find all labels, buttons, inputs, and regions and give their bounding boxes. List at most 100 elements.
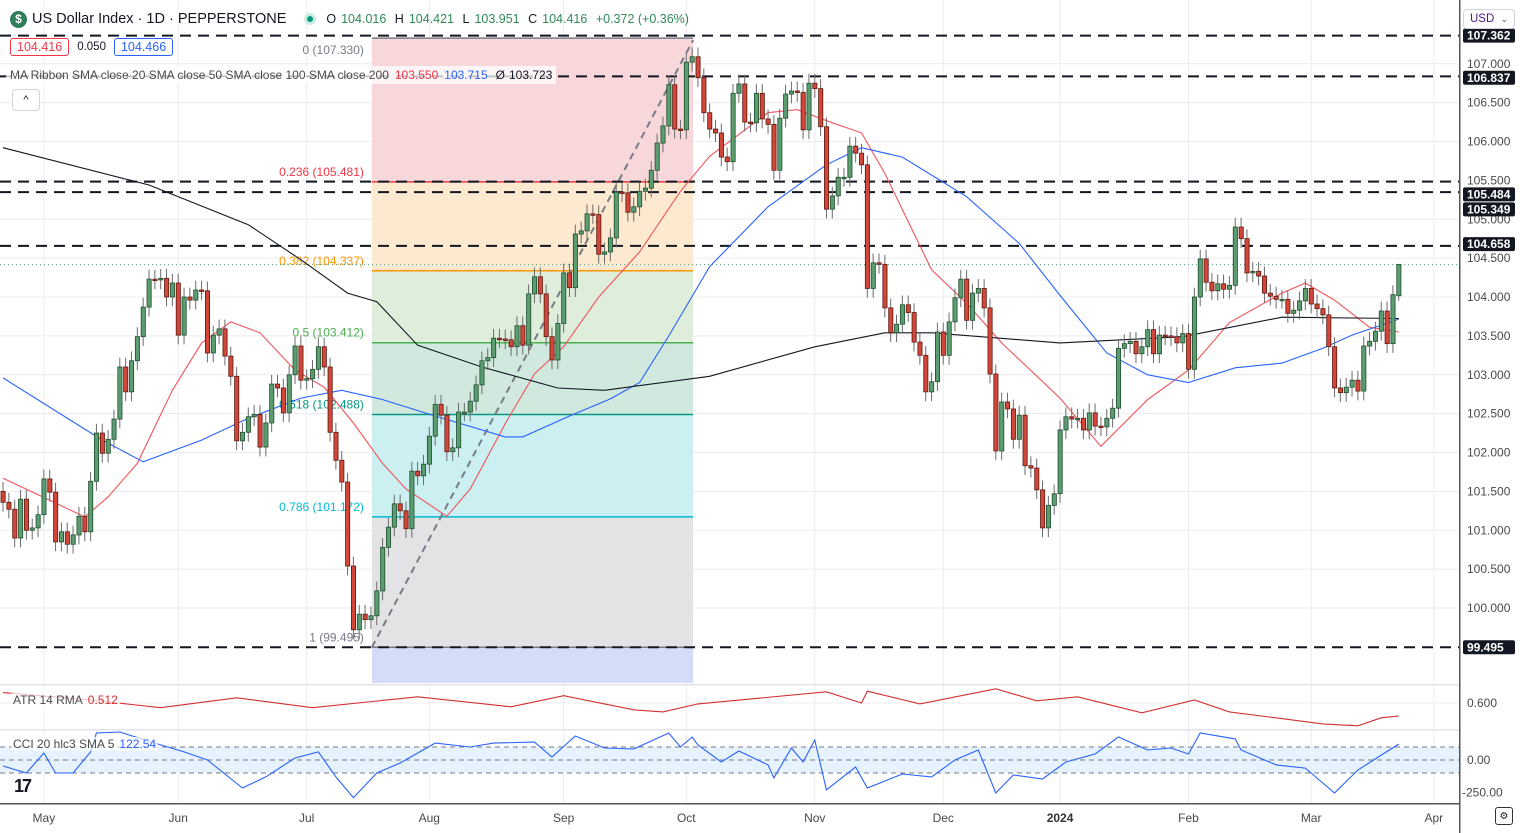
candle-body <box>771 123 777 171</box>
candle-body <box>672 84 678 130</box>
candle <box>1191 287 1197 379</box>
candle-body <box>1396 263 1402 297</box>
candle <box>280 378 286 423</box>
candle <box>496 328 502 349</box>
candle-body <box>876 262 882 265</box>
candle <box>643 178 649 201</box>
candle <box>1227 276 1233 299</box>
tradingview-logo[interactable]: 17 <box>14 776 32 796</box>
candle-body <box>1040 489 1046 529</box>
candle-body <box>88 480 94 533</box>
candle <box>53 482 59 552</box>
candle-body <box>1186 333 1192 370</box>
candle <box>514 316 520 357</box>
candle <box>491 328 497 367</box>
buy-button[interactable]: 104.466 <box>113 37 174 56</box>
candle <box>64 522 70 554</box>
candle-body <box>946 321 952 356</box>
candle <box>794 81 800 102</box>
candle-body <box>549 336 555 361</box>
candle <box>532 267 538 304</box>
ma-ribbon-legend[interactable]: MA Ribbon SMA close 20 SMA close 50 SMA … <box>6 66 557 84</box>
candle-body <box>859 152 865 166</box>
candle <box>1075 408 1081 429</box>
candle <box>1180 324 1186 353</box>
candle <box>310 359 316 388</box>
candle <box>386 517 392 557</box>
symbol-title[interactable]: US Dollar Index · 1D · PEPPERSTONE <box>32 11 287 27</box>
candle-body <box>1320 308 1326 316</box>
candle <box>625 183 631 222</box>
candle <box>695 47 701 88</box>
candle-body <box>380 546 386 592</box>
candle <box>1168 326 1174 346</box>
candle-body <box>496 337 502 341</box>
candle-body <box>0 490 6 503</box>
candle <box>970 283 976 330</box>
candle <box>964 269 970 330</box>
settings-icon[interactable]: ⚙ <box>1495 807 1513 825</box>
candle <box>1262 266 1268 303</box>
candle <box>975 279 981 303</box>
candle-body <box>222 328 228 357</box>
candle <box>269 374 275 433</box>
candle-body <box>1110 407 1116 419</box>
candle-body <box>461 411 467 414</box>
candle <box>672 75 678 139</box>
candle-body <box>1373 330 1379 342</box>
candle-body <box>41 478 47 516</box>
collapse-legend-button[interactable]: ^ <box>12 89 40 111</box>
fib-level-label: 0.382 (104.337) <box>279 254 364 268</box>
dollar-symbol-logo: $ <box>10 10 27 28</box>
candle <box>1116 338 1122 418</box>
cci-tick-label: -250.00 <box>1462 786 1503 800</box>
candle-body <box>35 514 41 529</box>
candle-body <box>952 297 958 323</box>
candle-body <box>742 83 748 123</box>
atr-legend[interactable]: ATR 14 RMA 0.512 <box>11 693 120 707</box>
currency-select[interactable]: USD ⌄ <box>1463 9 1515 29</box>
candle-body <box>105 438 111 454</box>
sell-button[interactable]: 104.416 <box>10 37 70 56</box>
candle-body <box>158 277 164 281</box>
candle-body <box>818 88 824 128</box>
candle-body <box>99 432 105 454</box>
price-tick-label: 106.000 <box>1467 135 1511 149</box>
candle-body <box>940 331 946 356</box>
candle-body <box>1273 295 1279 300</box>
candle-body <box>1390 294 1396 345</box>
candle-body <box>713 128 719 134</box>
candle-body <box>683 61 689 131</box>
candle-body <box>1139 346 1145 355</box>
fib-zone <box>371 414 694 517</box>
candle <box>631 197 637 222</box>
candle <box>350 556 356 640</box>
chart-header: $ US Dollar Index · 1D · PEPPERSTONE O 10… <box>10 8 689 30</box>
candle <box>555 314 561 370</box>
candle-body <box>654 142 660 171</box>
candle-body <box>1133 340 1139 355</box>
price-axis <box>1460 0 1522 833</box>
cci-legend[interactable]: CCI 20 hlc3 SMA 5 122.54 <box>11 737 159 751</box>
candle <box>958 269 964 308</box>
candle <box>199 280 205 301</box>
candle <box>1069 407 1075 429</box>
candle-body <box>1028 465 1034 469</box>
candle <box>374 581 380 626</box>
candle-body <box>625 192 631 213</box>
price-tick-label: 102.500 <box>1467 407 1511 421</box>
candle-body <box>1116 347 1122 409</box>
level-price-tag <box>1463 202 1515 217</box>
candle <box>380 538 386 601</box>
close-label: C <box>528 12 538 26</box>
candle <box>432 394 438 446</box>
candle <box>713 119 719 143</box>
candle <box>572 224 578 297</box>
candle-body <box>53 491 59 543</box>
candle <box>456 402 462 458</box>
time-tick-label: Sep <box>553 811 575 825</box>
candle-body <box>783 93 789 119</box>
pane-separator <box>0 684 1459 686</box>
candle <box>245 407 251 442</box>
